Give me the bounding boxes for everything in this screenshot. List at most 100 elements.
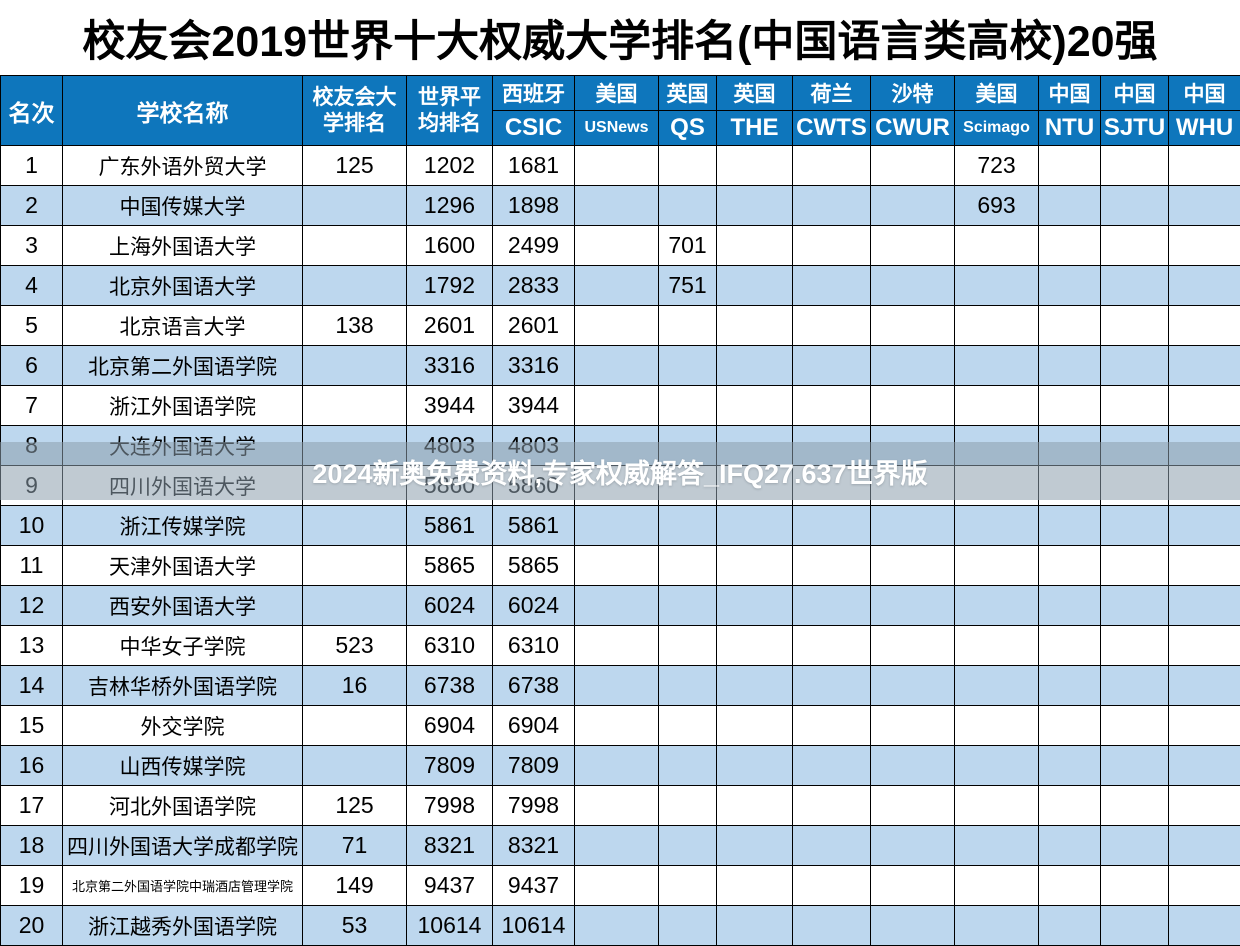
cell-whu	[1168, 145, 1240, 186]
cell-cuaa	[302, 585, 407, 626]
cell-world: 3944	[406, 385, 493, 426]
ranking-table: 名次 学校名称 校友会大学排名 世界平均排名 西班牙 美国 英国 英国 荷兰 沙…	[0, 75, 1240, 946]
cell-cuaa	[302, 705, 407, 746]
table-row: 15 外交学院 6904 6904	[0, 705, 1240, 746]
cell-qs	[658, 665, 717, 706]
cell-scimago	[954, 385, 1039, 426]
cell-world: 9437	[406, 865, 493, 906]
cell-rank: 15	[0, 705, 63, 746]
cell-cwts	[792, 145, 871, 186]
cell-rank: 18	[0, 825, 63, 866]
cell-the	[716, 665, 793, 706]
cell-rank: 4	[0, 265, 63, 306]
cell-name: 上海外国语大学	[62, 225, 303, 266]
cell-name: 四川外国语大学	[62, 465, 303, 506]
cell-sjtu	[1100, 665, 1169, 706]
header-country-whu: 中国	[1168, 75, 1240, 111]
cell-rank: 16	[0, 745, 63, 786]
cell-the	[716, 585, 793, 626]
cell-the	[716, 265, 793, 306]
cell-sjtu	[1100, 385, 1169, 426]
cell-rank: 14	[0, 665, 63, 706]
cell-rank: 17	[0, 785, 63, 826]
cell-scimago	[954, 505, 1039, 546]
cell-name: 北京语言大学	[62, 305, 303, 346]
cell-cuaa: 138	[302, 305, 407, 346]
cell-usnews	[574, 905, 659, 946]
cell-cuaa: 149	[302, 865, 407, 906]
cell-usnews	[574, 505, 659, 546]
cell-ntu	[1038, 825, 1101, 866]
cell-name: 广东外语外贸大学	[62, 145, 303, 186]
cell-cwur	[870, 465, 955, 506]
cell-ntu	[1038, 545, 1101, 586]
cell-csic: 5861	[492, 505, 575, 546]
cell-qs	[658, 425, 717, 466]
cell-the	[716, 345, 793, 386]
cell-cuaa	[302, 345, 407, 386]
cell-qs	[658, 745, 717, 786]
cell-scimago	[954, 825, 1039, 866]
cell-the	[716, 185, 793, 226]
cell-cwts	[792, 625, 871, 666]
cell-rank: 13	[0, 625, 63, 666]
table-row: 4 北京外国语大学 1792 2833 751	[0, 265, 1240, 306]
cell-csic: 6024	[492, 585, 575, 626]
cell-scimago	[954, 865, 1039, 906]
table-body: 1 广东外语外贸大学 125 1202 1681 723 2 中国传媒大学 1296 1898 69…	[0, 145, 1240, 946]
cell-name: 天津外国语大学	[62, 545, 303, 586]
cell-cwur	[870, 705, 955, 746]
cell-whu	[1168, 425, 1240, 466]
cell-rank: 3	[0, 225, 63, 266]
cell-csic: 5860	[492, 465, 575, 506]
cell-whu	[1168, 705, 1240, 746]
cell-world: 4803	[406, 425, 493, 466]
header-org-the: THE	[716, 110, 793, 146]
cell-world: 8321	[406, 825, 493, 866]
cell-world: 7998	[406, 785, 493, 826]
cell-sjtu	[1100, 825, 1169, 866]
cell-cuaa: 125	[302, 785, 407, 826]
cell-cwur	[870, 745, 955, 786]
cell-name: 北京第二外国语学院中瑞酒店管理学院	[62, 865, 303, 906]
cell-the	[716, 225, 793, 266]
table-row: 12 西安外国语大学 6024 6024	[0, 585, 1240, 626]
cell-the	[716, 745, 793, 786]
cell-world: 6738	[406, 665, 493, 706]
table-row: 11 天津外国语大学 5865 5865	[0, 545, 1240, 586]
cell-scimago	[954, 225, 1039, 266]
cell-cwts	[792, 705, 871, 746]
cell-ntu	[1038, 745, 1101, 786]
cell-qs	[658, 705, 717, 746]
header-country-cwts: 荷兰	[792, 75, 871, 111]
cell-the	[716, 905, 793, 946]
cell-the	[716, 705, 793, 746]
table-row: 3 上海外国语大学 1600 2499 701	[0, 225, 1240, 266]
cell-qs	[658, 345, 717, 386]
cell-cwts	[792, 265, 871, 306]
cell-cwts	[792, 665, 871, 706]
cell-cuaa: 125	[302, 145, 407, 186]
cell-scimago	[954, 265, 1039, 306]
cell-scimago	[954, 905, 1039, 946]
table-row: 19 北京第二外国语学院中瑞酒店管理学院 149 9437 9437	[0, 865, 1240, 906]
cell-sjtu	[1100, 545, 1169, 586]
cell-cuaa: 71	[302, 825, 407, 866]
cell-ntu	[1038, 345, 1101, 386]
cell-cuaa	[302, 385, 407, 426]
cell-the	[716, 385, 793, 426]
cell-ntu	[1038, 265, 1101, 306]
cell-csic: 2499	[492, 225, 575, 266]
cell-usnews	[574, 425, 659, 466]
cell-name: 浙江越秀外国语学院	[62, 905, 303, 946]
header-rank: 名次	[0, 75, 63, 146]
cell-usnews	[574, 385, 659, 426]
table-header: 名次 学校名称 校友会大学排名 世界平均排名 西班牙 美国 英国 英国 荷兰 沙…	[0, 75, 1240, 146]
cell-name: 河北外国语学院	[62, 785, 303, 826]
cell-the	[716, 465, 793, 506]
cell-whu	[1168, 585, 1240, 626]
cell-csic: 7809	[492, 745, 575, 786]
header-org-qs: QS	[658, 110, 717, 146]
cell-ntu	[1038, 465, 1101, 506]
cell-cwur	[870, 905, 955, 946]
